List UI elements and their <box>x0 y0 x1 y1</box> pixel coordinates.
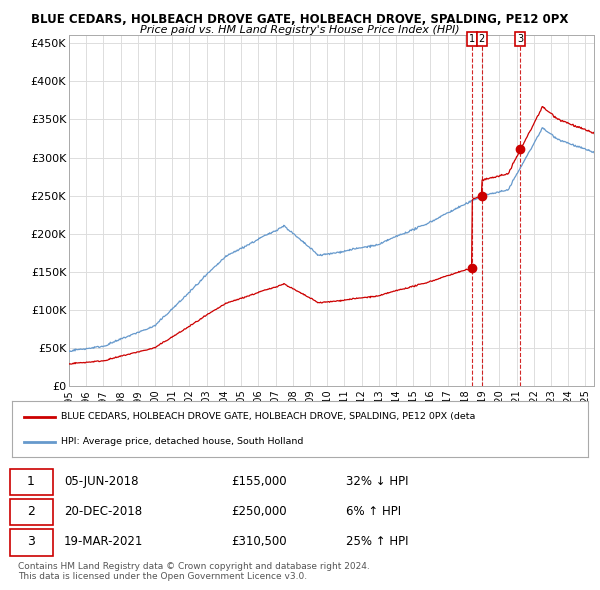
Text: £155,000: £155,000 <box>231 475 287 488</box>
Text: 32% ↓ HPI: 32% ↓ HPI <box>346 475 409 488</box>
Text: 20-DEC-2018: 20-DEC-2018 <box>64 505 142 518</box>
Text: 19-MAR-2021: 19-MAR-2021 <box>64 536 143 549</box>
Text: £310,500: £310,500 <box>231 536 287 549</box>
FancyBboxPatch shape <box>10 499 53 526</box>
Text: 2: 2 <box>27 505 35 518</box>
Text: BLUE CEDARS, HOLBEACH DROVE GATE, HOLBEACH DROVE, SPALDING, PE12 0PX: BLUE CEDARS, HOLBEACH DROVE GATE, HOLBEA… <box>31 13 569 26</box>
FancyBboxPatch shape <box>10 469 53 495</box>
Text: 1: 1 <box>27 475 35 488</box>
Text: 6% ↑ HPI: 6% ↑ HPI <box>346 505 401 518</box>
Text: 3: 3 <box>27 536 35 549</box>
Text: 3: 3 <box>517 34 523 44</box>
Text: 25% ↑ HPI: 25% ↑ HPI <box>346 536 409 549</box>
Text: 1: 1 <box>469 34 475 44</box>
Text: HPI: Average price, detached house, South Holland: HPI: Average price, detached house, Sout… <box>61 437 304 446</box>
Text: 2: 2 <box>478 34 485 44</box>
Text: BLUE CEDARS, HOLBEACH DROVE GATE, HOLBEACH DROVE, SPALDING, PE12 0PX (deta: BLUE CEDARS, HOLBEACH DROVE GATE, HOLBEA… <box>61 412 475 421</box>
Text: 05-JUN-2018: 05-JUN-2018 <box>64 475 139 488</box>
Text: Price paid vs. HM Land Registry's House Price Index (HPI): Price paid vs. HM Land Registry's House … <box>140 25 460 35</box>
Text: Contains HM Land Registry data © Crown copyright and database right 2024.
This d: Contains HM Land Registry data © Crown c… <box>18 562 370 581</box>
Text: £250,000: £250,000 <box>231 505 287 518</box>
FancyBboxPatch shape <box>10 529 53 556</box>
